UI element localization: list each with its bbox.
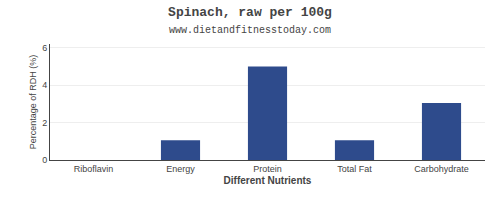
svg-text:Protein: Protein bbox=[253, 164, 282, 174]
svg-text:Riboflavin: Riboflavin bbox=[74, 164, 114, 174]
svg-text:Percentage of RDH (%): Percentage of RDH (%) bbox=[28, 55, 38, 150]
svg-text:2: 2 bbox=[42, 118, 47, 128]
svg-text:Spinach, raw per 100gwww.dieta: Spinach, raw per 100gwww.dietandfitnesst… bbox=[168, 5, 332, 36]
svg-text:Total Fat: Total Fat bbox=[337, 164, 372, 174]
svg-text:Energy: Energy bbox=[166, 164, 195, 174]
svg-text:0: 0 bbox=[42, 155, 47, 165]
svg-text:Carbohydrate: Carbohydrate bbox=[414, 164, 469, 174]
svg-text:4: 4 bbox=[42, 80, 47, 90]
svg-text:Different Nutrients: Different Nutrients bbox=[224, 175, 312, 186]
svg-text:6: 6 bbox=[42, 43, 47, 53]
